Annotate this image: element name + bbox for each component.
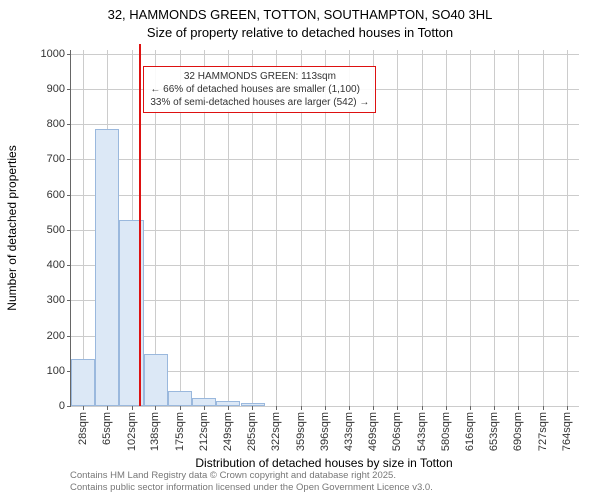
xtick-label: 580sqm [440,412,452,451]
xtick-mark [107,406,108,410]
histogram-bar [216,401,240,406]
attribution-footer: Contains HM Land Registry data © Crown c… [70,470,433,495]
xtick-mark [132,406,133,410]
histogram-bar [95,129,119,406]
xtick-mark [470,406,471,410]
xtick-mark [83,406,84,410]
plot-area: 0100200300400500600700800900100028sqm65s… [70,50,579,407]
xtick-label: 653sqm [488,412,500,451]
xtick-mark [301,406,302,410]
title-line1: 32, HAMMONDS GREEN, TOTTON, SOUTHAMPTON,… [108,7,493,22]
xtick-mark [276,406,277,410]
x-axis-label: Distribution of detached houses by size … [70,456,578,470]
xtick-mark [518,406,519,410]
xtick-label: 469sqm [367,412,379,451]
ytick-label: 200 [47,330,71,342]
ytick-label: 600 [47,189,71,201]
xtick-mark [204,406,205,410]
gridline-vertical [518,50,519,406]
gridline-vertical [470,50,471,406]
ytick-label: 300 [47,294,71,306]
xtick-label: 543sqm [416,412,428,451]
chart-container: { "title": { "line1": "32, HAMMONDS GREE… [0,0,600,500]
xtick-label: 396sqm [319,412,331,451]
xtick-mark [422,406,423,410]
xtick-label: 506sqm [391,412,403,451]
xtick-label: 28sqm [77,412,89,445]
xtick-label: 212sqm [198,412,210,451]
ytick-label: 1000 [41,48,71,60]
callout-line: ← 66% of detached houses are smaller (1,… [150,83,369,96]
reference-marker-line [139,44,141,406]
gridline-vertical [494,50,495,406]
callout-line: 32 HAMMONDS GREEN: 113sqm [150,70,369,83]
xtick-mark [543,406,544,410]
xtick-mark [325,406,326,410]
xtick-label: 727sqm [537,412,549,451]
ytick-label: 100 [47,365,71,377]
xtick-label: 616sqm [464,412,476,451]
histogram-bar [192,398,216,406]
xtick-label: 285sqm [246,412,258,451]
xtick-mark [373,406,374,410]
y-axis-label: Number of detached properties [5,145,19,310]
ytick-label: 0 [59,400,71,412]
xtick-label: 322sqm [270,412,282,451]
xtick-mark [155,406,156,410]
ytick-label: 400 [47,259,71,271]
xtick-label: 433sqm [343,412,355,451]
callout-box: 32 HAMMONDS GREEN: 113sqm← 66% of detach… [143,66,376,113]
callout-line: 33% of semi-detached houses are larger (… [150,96,369,109]
gridline-vertical [567,50,568,406]
xtick-mark [494,406,495,410]
footer-line1: Contains HM Land Registry data © Crown c… [70,470,396,481]
xtick-mark [446,406,447,410]
footer-line2: Contains public sector information licen… [70,482,433,493]
xtick-label: 249sqm [222,412,234,451]
xtick-label: 690sqm [512,412,524,451]
ytick-label: 500 [47,224,71,236]
xtick-mark [567,406,568,410]
xtick-mark [349,406,350,410]
histogram-bar [241,403,265,406]
gridline-vertical [83,50,84,406]
xtick-label: 764sqm [561,412,573,451]
xtick-mark [397,406,398,410]
xtick-mark [252,406,253,410]
gridline-vertical [422,50,423,406]
ytick-label: 900 [47,83,71,95]
xtick-label: 138sqm [149,412,161,451]
ytick-label: 800 [47,118,71,130]
xtick-label: 175sqm [174,412,186,451]
xtick-mark [228,406,229,410]
xtick-label: 102sqm [126,412,138,451]
ytick-label: 700 [47,153,71,165]
xtick-mark [180,406,181,410]
xtick-label: 65sqm [101,412,113,445]
histogram-bar [144,354,168,406]
chart-title: 32, HAMMONDS GREEN, TOTTON, SOUTHAMPTON,… [0,0,600,41]
histogram-bar [168,391,192,406]
title-line2: Size of property relative to detached ho… [147,25,453,40]
histogram-bar [71,359,95,406]
gridline-vertical [446,50,447,406]
gridline-vertical [397,50,398,406]
xtick-label: 359sqm [295,412,307,451]
gridline-vertical [543,50,544,406]
